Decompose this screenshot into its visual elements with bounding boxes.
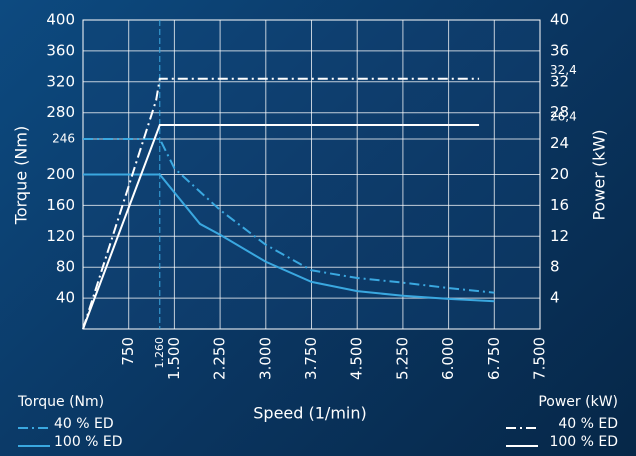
x-axis-label: Speed (1/min) [253,404,366,423]
x-tick-label: 750 [119,337,137,366]
y2-tick-label: 40 [550,11,569,29]
legend-label: 100 % ED [549,434,618,450]
y-tick-label: 320 [46,72,75,90]
x-tick-label: 3.000 [256,337,274,380]
y-tick-label: 400 [46,11,75,29]
y2-tick-label: 16 [550,196,569,214]
x-tick-label: 4.500 [348,337,366,380]
y2-axis-label: Power (kW) [590,129,609,220]
chart: Speed (1/min) Torque (Nm) Power (kW) Tor… [0,0,636,456]
legend-label: 40 % ED [558,416,618,432]
x-tick-label: 1.500 [165,337,183,380]
x-tick-label: 1.260 [153,337,166,369]
y2-tick-label: 12 [550,227,569,245]
y-tick-label: 80 [56,258,75,276]
x-tick-label: 3.750 [302,337,320,380]
y-tick-label: 200 [46,165,75,183]
y2-tick-label: 28 [550,103,569,121]
legend-title: Power (kW) [538,394,618,410]
x-tick-label: 6.750 [485,337,503,380]
x-tick-label: 5.250 [393,337,411,380]
y-tick-label: 280 [46,103,75,121]
y2-tick-label: 36 [550,41,569,59]
x-tick-label: 2.250 [211,337,229,380]
y-tick-label: 120 [46,227,75,245]
y2-tick-label: 8 [550,258,560,276]
y-axis-label: Torque (Nm) [12,126,31,225]
y-tick-label: 246 [52,131,75,145]
y2-tick-label: 4 [550,289,560,307]
legend-label: 40 % ED [54,416,114,432]
x-tick-label: 6.000 [439,337,457,380]
y2-tick-label: 20 [550,165,569,183]
y2-tick-label: 24 [550,134,569,152]
legend-title: Torque (Nm) [17,394,104,410]
legend-label: 100 % ED [54,434,123,450]
y-tick-label: 40 [56,289,75,307]
x-tick-label: 7.500 [531,337,549,380]
y-tick-label: 160 [46,196,75,214]
y-tick-label: 360 [46,41,75,59]
y2-tick-label: 32,4 [550,63,577,77]
